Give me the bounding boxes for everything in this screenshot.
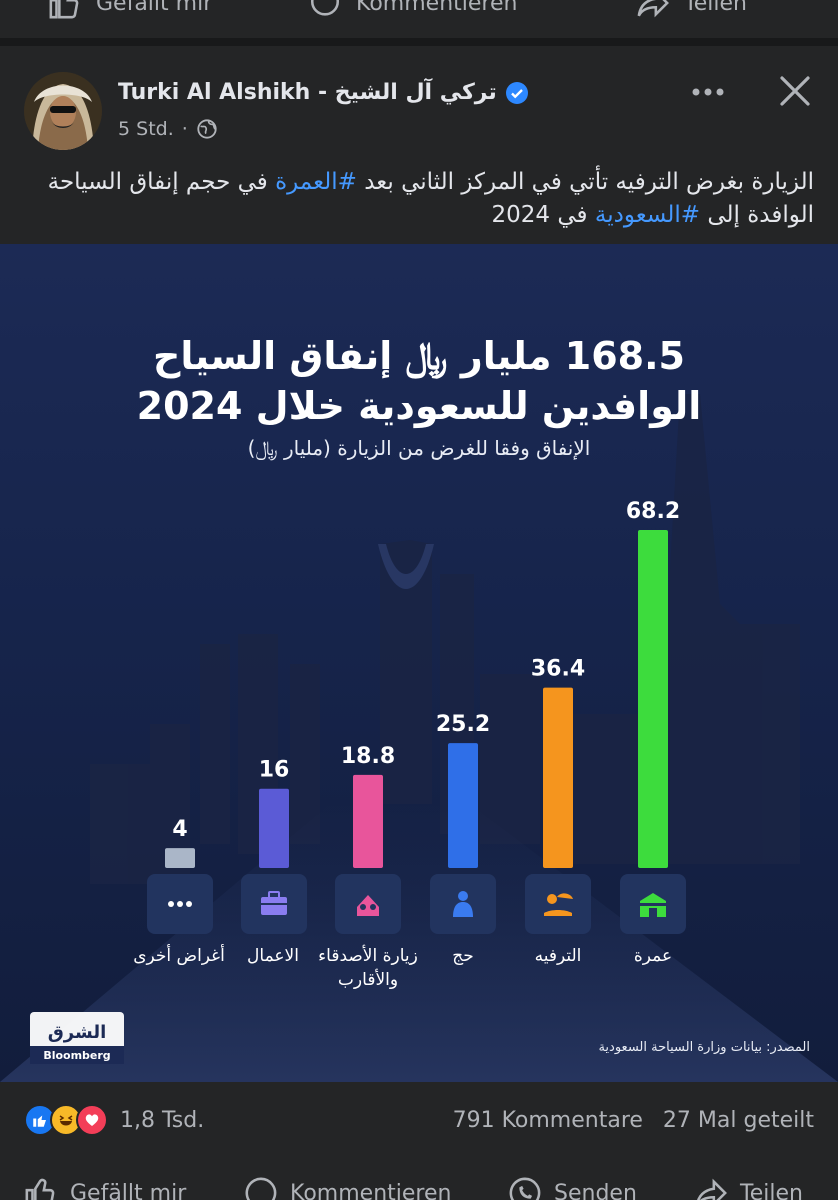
caption-text-2: في حجم إنفاق السياحة الوافدة إلى — [47, 169, 814, 228]
bar-friends — [353, 774, 383, 868]
like-label-top: Gefällt mir — [96, 0, 213, 16]
post-time[interactable]: 5 Std. — [118, 118, 174, 140]
bar-value-label-leisure: 36.4 — [531, 657, 585, 682]
like-button-top[interactable]: Gefällt mir — [48, 0, 212, 20]
beach-umbrella-icon — [544, 893, 573, 916]
send-label: Senden — [554, 1180, 637, 1200]
comment-label: Kommentieren — [290, 1180, 452, 1200]
bar-other — [165, 848, 195, 868]
category-icon-box-leisure — [525, 874, 591, 934]
avatar-image — [24, 72, 102, 150]
source-note: المصدر: بيانات وزارة السياحة السعودية — [598, 1040, 810, 1055]
thumbs-up-icon — [49, 0, 79, 19]
author-name-text: Turki Al Alshikh - تركي آل الشيخ — [118, 80, 497, 105]
bar-value-label-friends: 18.8 — [341, 744, 395, 769]
category-icon-box-umrah — [620, 874, 686, 934]
more-dots-icon — [692, 88, 724, 96]
category-icon-box-other — [147, 874, 213, 934]
infographic-title-line1: 168.5 مليار ﷼ إنفاق السياح — [153, 334, 685, 378]
share-icon — [637, 0, 669, 18]
like-button[interactable]: Gefällt mir — [24, 1176, 186, 1200]
thumbs-up-icon — [25, 1178, 55, 1200]
post-separator — [0, 38, 838, 46]
category-label-umrah: عمرة — [633, 946, 673, 966]
logo-bottom-text: Bloomberg — [43, 1049, 110, 1062]
comment-button-top[interactable]: Kommentieren — [308, 0, 517, 20]
share-icon — [697, 1178, 727, 1200]
whatsapp-icon — [509, 1177, 541, 1200]
globe-icon[interactable] — [196, 118, 218, 140]
post-actions: Gefällt mir Kommentieren Senden Teilen — [0, 1164, 838, 1200]
close-button[interactable] — [772, 68, 818, 114]
post-card: Turki Al Alshikh - تركي آل الشيخ 5 Std. … — [0, 46, 838, 1200]
hashtag-umrah-link[interactable]: #العمرة — [275, 169, 357, 195]
category-label-hajj: حج — [452, 946, 474, 966]
infographic-image[interactable]: 168.5 مليار ﷼ إنفاق السياح الوافدين للسع… — [0, 244, 838, 1082]
previous-post-actions: Gefällt mir Kommentieren Teilen — [0, 0, 838, 38]
category-icon-box-business — [241, 874, 307, 934]
author-name[interactable]: Turki Al Alshikh - تركي آل الشيخ — [118, 80, 529, 105]
send-button[interactable]: Senden — [508, 1176, 637, 1200]
bar-umrah — [638, 530, 668, 868]
hashtag-saudi-link[interactable]: #السعودية — [594, 202, 701, 228]
bar-hajj — [448, 743, 478, 868]
kaaba-icon — [640, 893, 666, 917]
meta-dot: · — [181, 118, 188, 140]
bar-value-label-business: 16 — [259, 758, 290, 783]
verified-badge-icon — [505, 81, 528, 104]
post-stats: 791 Kommentare 27 Mal geteilt — [453, 1108, 814, 1133]
post-caption: الزيارة بغرض الترفيه تأتي في المركز الثا… — [24, 166, 814, 232]
category-icon-box-hajj — [430, 874, 496, 934]
more-options-button[interactable] — [688, 72, 728, 112]
reactions-summary[interactable]: 1,8 Tsd. — [24, 1104, 204, 1136]
bar-leisure — [543, 687, 573, 868]
caption-text-3: في 2024 — [491, 202, 595, 228]
category-icon-box-friends — [335, 874, 401, 934]
shares-count[interactable]: 27 Mal geteilt — [662, 1108, 814, 1133]
pilgrim-icon — [453, 891, 473, 917]
asharq-bloomberg-logo: الشرق Bloomberg — [30, 1012, 124, 1064]
people-icon — [357, 895, 379, 916]
share-label-top: Teilen — [684, 0, 747, 16]
category-label-other: أغراض أخرى — [133, 946, 225, 966]
comment-icon — [245, 1177, 277, 1200]
bar-value-label-umrah: 68.2 — [626, 499, 680, 524]
category-label-leisure: الترفيه — [534, 946, 582, 966]
like-label: Gefällt mir — [70, 1180, 187, 1200]
comments-count[interactable]: 791 Kommentare — [452, 1108, 643, 1133]
bar-value-label-other: 4 — [172, 817, 187, 842]
reaction-count: 1,8 Tsd. — [120, 1107, 205, 1133]
comment-button[interactable]: Kommentieren — [244, 1176, 451, 1200]
share-button[interactable]: Teilen — [694, 1176, 803, 1200]
comment-icon — [310, 0, 340, 16]
city-skyline-background — [0, 394, 838, 1082]
share-label: Teilen — [740, 1180, 803, 1200]
post-meta: 5 Std. · — [118, 118, 218, 140]
bar-value-label-hajj: 25.2 — [436, 712, 490, 737]
bar-business — [259, 788, 289, 868]
close-icon — [780, 76, 810, 106]
asharq-logo-image: الشرق Bloomberg — [30, 1012, 124, 1064]
category-label-business: الاعمال — [247, 946, 299, 966]
dots-icon — [168, 901, 192, 907]
infographic-title-line2: الوافدين للسعودية خلال 2024 — [136, 384, 702, 428]
love-reaction-icon — [76, 1104, 108, 1136]
caption-text-1: الزيارة بغرض الترفيه تأتي في المركز الثا… — [356, 169, 814, 195]
category-label-friends: زيارة الأصدقاء والأقارب — [318, 946, 418, 990]
briefcase-icon — [261, 891, 287, 915]
avatar[interactable] — [24, 72, 102, 150]
logo-top-text: الشرق — [48, 1022, 107, 1043]
infographic-subtitle: الإنفاق وفقا للغرض من الزيارة (مليار ﷼) — [247, 436, 591, 460]
spending-bar-chart: 4 16 18.8 25.2 36.4 68.2 — [165, 499, 680, 868]
share-button-top[interactable]: Teilen — [636, 0, 747, 20]
comment-label-top: Kommentieren — [356, 0, 518, 16]
